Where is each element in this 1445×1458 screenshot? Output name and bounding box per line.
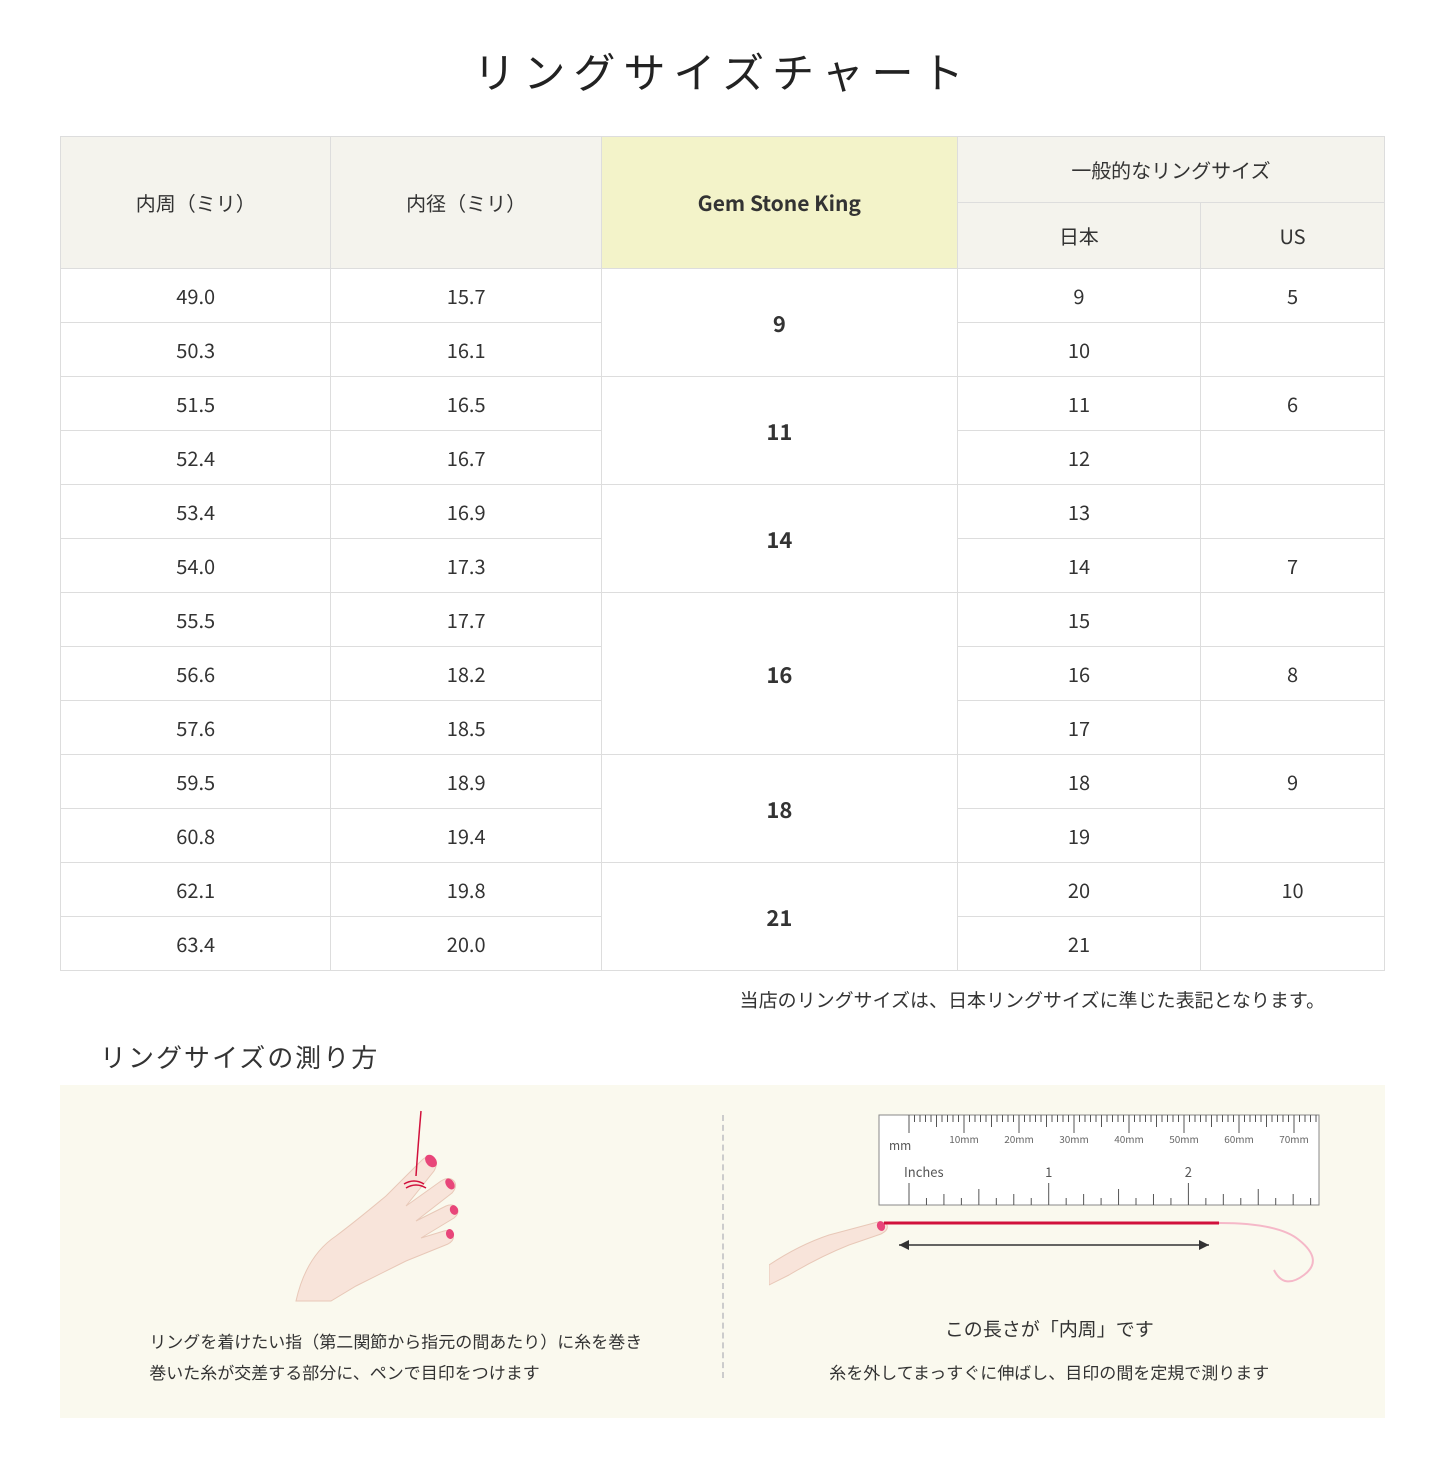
- cell-japan: 16: [957, 647, 1200, 701]
- cell-us: [1201, 485, 1385, 539]
- table-note: 当店のリングサイズは、日本リングサイズに準じた表記となります。: [60, 986, 1325, 1013]
- cell-japan: 13: [957, 485, 1200, 539]
- svg-text:10mm: 10mm: [949, 1131, 979, 1146]
- svg-text:70mm: 70mm: [1279, 1131, 1309, 1146]
- cell-circumference: 55.5: [61, 593, 331, 647]
- cell-us: 9: [1201, 755, 1385, 809]
- cell-circumference: 52.4: [61, 431, 331, 485]
- cell-circumference: 56.6: [61, 647, 331, 701]
- cell-diameter: 16.7: [331, 431, 601, 485]
- cell-gsk: 18: [601, 755, 957, 863]
- cell-us: 6: [1201, 377, 1385, 431]
- svg-text:2: 2: [1185, 1162, 1192, 1181]
- cell-diameter: 17.3: [331, 539, 601, 593]
- cell-circumference: 50.3: [61, 323, 331, 377]
- table-row: 62.119.8212010: [61, 863, 1385, 917]
- svg-text:50mm: 50mm: [1169, 1131, 1199, 1146]
- cell-circumference: 53.4: [61, 485, 331, 539]
- cell-circumference: 57.6: [61, 701, 331, 755]
- cell-diameter: 16.1: [331, 323, 601, 377]
- cell-japan: 11: [957, 377, 1200, 431]
- cell-us: 7: [1201, 539, 1385, 593]
- cell-circumference: 49.0: [61, 269, 331, 323]
- cell-us: 8: [1201, 647, 1385, 701]
- cell-japan: 15: [957, 593, 1200, 647]
- table-row: 51.516.511116: [61, 377, 1385, 431]
- cell-japan: 19: [957, 809, 1200, 863]
- howto-title: リングサイズの測り方: [100, 1038, 1385, 1075]
- cell-circumference: 51.5: [61, 377, 331, 431]
- cell-japan: 21: [957, 917, 1200, 971]
- cell-diameter: 19.4: [331, 809, 601, 863]
- svg-text:60mm: 60mm: [1224, 1131, 1254, 1146]
- cell-us: [1201, 323, 1385, 377]
- header-japan: 日本: [957, 203, 1200, 269]
- ruler-illustration: 10mm 20mm 30mm 40mm 50mm 60mm 70mm mm Inches 1…: [769, 1105, 1329, 1305]
- page-title: リングサイズチャート: [60, 40, 1385, 101]
- cell-diameter: 18.2: [331, 647, 601, 701]
- measure-length-label: この長さが「内周」です: [945, 1315, 1154, 1342]
- svg-text:20mm: 20mm: [1004, 1131, 1034, 1146]
- cell-us: [1201, 917, 1385, 971]
- cell-diameter: 18.9: [331, 755, 601, 809]
- svg-text:40mm: 40mm: [1114, 1131, 1144, 1146]
- hand-with-thread-illustration: [256, 1106, 536, 1306]
- cell-japan: 18: [957, 755, 1200, 809]
- svg-text:1: 1: [1045, 1162, 1052, 1181]
- cell-gsk: 16: [601, 593, 957, 755]
- cell-circumference: 63.4: [61, 917, 331, 971]
- cell-japan: 20: [957, 863, 1200, 917]
- header-circumference: 内周（ミリ）: [61, 137, 331, 269]
- howto-container: リングを着けたい指（第二関節から指元の間あたり）に糸を巻き巻いた糸が交差する部分…: [60, 1085, 1385, 1418]
- header-us: US: [1201, 203, 1385, 269]
- cell-diameter: 20.0: [331, 917, 601, 971]
- cell-diameter: 16.5: [331, 377, 601, 431]
- header-diameter: 内径（ミリ）: [331, 137, 601, 269]
- table-row: 53.416.91413: [61, 485, 1385, 539]
- cell-diameter: 16.9: [331, 485, 601, 539]
- table-row: 49.015.7995: [61, 269, 1385, 323]
- cell-gsk: 9: [601, 269, 957, 377]
- cell-us: 10: [1201, 863, 1385, 917]
- howto-step-1: リングを着けたい指（第二関節から指元の間あたり）に糸を巻き巻いた糸が交差する部分…: [90, 1105, 702, 1388]
- cell-circumference: 54.0: [61, 539, 331, 593]
- table-row: 59.518.918189: [61, 755, 1385, 809]
- cell-gsk: 14: [601, 485, 957, 593]
- header-general: 一般的なリングサイズ: [957, 137, 1384, 203]
- cell-japan: 10: [957, 323, 1200, 377]
- cell-gsk: 11: [601, 377, 957, 485]
- svg-text:30mm: 30mm: [1059, 1131, 1089, 1146]
- cell-japan: 14: [957, 539, 1200, 593]
- header-gsk: Gem Stone King: [601, 137, 957, 269]
- ring-size-table: 内周（ミリ） 内径（ミリ） Gem Stone King 一般的なリングサイズ …: [60, 136, 1385, 971]
- cell-japan: 17: [957, 701, 1200, 755]
- cell-diameter: 15.7: [331, 269, 601, 323]
- cell-diameter: 19.8: [331, 863, 601, 917]
- howto-step-1-text: リングを着けたい指（第二関節から指元の間あたり）に糸を巻き巻いた糸が交差する部分…: [149, 1326, 642, 1387]
- howto-step-2: 10mm 20mm 30mm 40mm 50mm 60mm 70mm mm Inches 1…: [744, 1105, 1356, 1388]
- cell-circumference: 60.8: [61, 809, 331, 863]
- cell-gsk: 21: [601, 863, 957, 971]
- cell-circumference: 59.5: [61, 755, 331, 809]
- howto-step-2-text: 糸を外してまっすぐに伸ばし、目印の間を定規で測ります: [829, 1357, 1269, 1388]
- howto-divider: [722, 1115, 724, 1378]
- ruler-mm-label: mm: [889, 1137, 911, 1154]
- cell-us: [1201, 593, 1385, 647]
- cell-japan: 9: [957, 269, 1200, 323]
- cell-us: 5: [1201, 269, 1385, 323]
- cell-us: [1201, 431, 1385, 485]
- cell-circumference: 62.1: [61, 863, 331, 917]
- ruler-inches-label: Inches: [904, 1162, 944, 1181]
- cell-diameter: 18.5: [331, 701, 601, 755]
- cell-us: [1201, 701, 1385, 755]
- cell-us: [1201, 809, 1385, 863]
- cell-japan: 12: [957, 431, 1200, 485]
- table-row: 55.517.71615: [61, 593, 1385, 647]
- cell-diameter: 17.7: [331, 593, 601, 647]
